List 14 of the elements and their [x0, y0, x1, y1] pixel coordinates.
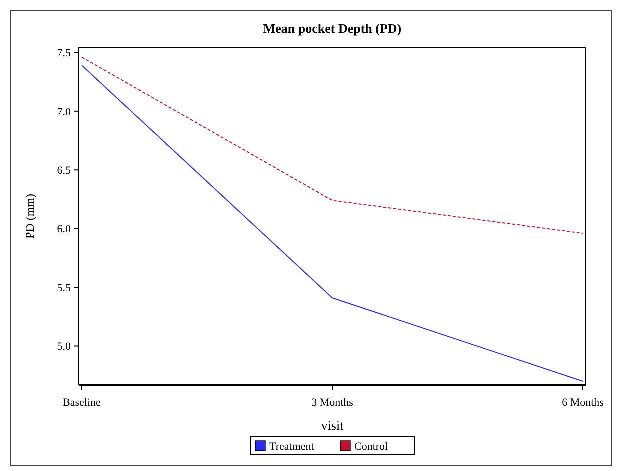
- y-tick-label: 5.5: [57, 282, 72, 294]
- y-axis-title: PD (mm): [23, 194, 37, 239]
- chart-title: Mean pocket Depth (PD): [263, 21, 402, 36]
- y-tick-label: 7.5: [57, 48, 72, 60]
- y-tick-label: 6.5: [57, 164, 72, 177]
- x-axis-title: visit: [321, 418, 344, 433]
- legend-label: Control: [354, 440, 388, 453]
- legend-label: Treatment: [270, 440, 314, 453]
- y-tick-label: 7.0: [57, 106, 72, 118]
- x-tick-label: 3 Months: [312, 397, 354, 409]
- y-tick-label: 6.0: [57, 224, 72, 236]
- x-tick-label: 6 Months: [562, 397, 604, 409]
- x-tick-label: Baseline: [63, 397, 102, 409]
- y-tick-label: 5.0: [57, 341, 72, 354]
